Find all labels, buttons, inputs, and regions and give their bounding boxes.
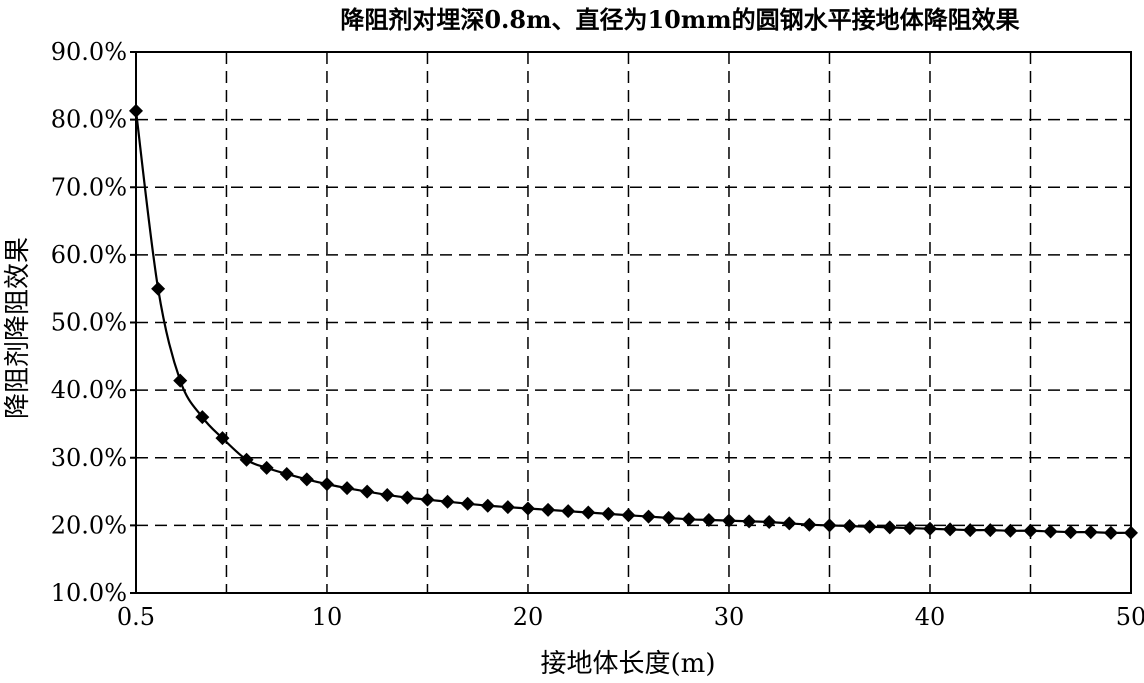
data-point-marker xyxy=(380,487,395,502)
data-point-marker xyxy=(400,490,415,505)
data-point-marker xyxy=(173,373,188,388)
data-point-marker xyxy=(581,505,596,520)
data-point-marker xyxy=(151,281,166,296)
data-point-marker xyxy=(1124,525,1138,540)
data-point-marker xyxy=(520,501,535,516)
data-point-marker xyxy=(621,508,636,523)
y-tick-label: 80.0% xyxy=(51,106,127,134)
data-point-marker xyxy=(1083,525,1098,540)
data-markers xyxy=(129,103,1138,540)
data-point-marker xyxy=(701,512,716,527)
data-point-marker xyxy=(902,521,917,536)
data-point-marker xyxy=(1003,523,1018,538)
y-tick-label: 40.0% xyxy=(51,376,127,404)
data-point-marker xyxy=(480,498,495,513)
y-axis-ticks: 10.0% 20.0% 30.0% 40.0% 50.0% 60.0% 70.0% 80.0%… xyxy=(51,38,136,607)
x-axis-ticks: 0.5 10 20 30 40 50 xyxy=(117,603,1144,631)
data-point-marker xyxy=(215,431,230,446)
data-point-marker xyxy=(983,523,998,538)
x-tick-label: 10 xyxy=(312,603,343,631)
x-tick-label: 0.5 xyxy=(117,603,155,631)
x-tick-label: 30 xyxy=(714,603,745,631)
data-point-marker xyxy=(822,518,837,533)
data-point-marker xyxy=(681,512,696,527)
y-tick-label: 60.0% xyxy=(51,241,127,269)
data-point-marker xyxy=(279,466,294,481)
data-point-marker xyxy=(460,496,475,511)
data-point-marker xyxy=(842,519,857,534)
data-point-marker xyxy=(195,410,210,425)
grid-lines xyxy=(136,52,1131,593)
data-point-marker xyxy=(943,522,958,537)
data-point-marker xyxy=(541,502,556,517)
data-point-marker xyxy=(340,481,355,496)
data-point-marker xyxy=(882,520,897,535)
data-point-marker xyxy=(299,472,314,487)
data-point-marker xyxy=(721,513,736,528)
chart-title: 降阻剂对埋深0.8m、直径为10mm的圆钢水平接地体降阻效果 xyxy=(340,5,1019,34)
data-point-marker xyxy=(500,500,515,515)
y-tick-label: 70.0% xyxy=(51,173,127,201)
x-tick-label: 20 xyxy=(513,603,544,631)
data-point-marker xyxy=(1043,524,1058,539)
y-tick-label: 10.0% xyxy=(51,579,127,607)
data-point-marker xyxy=(1103,525,1118,540)
data-point-marker xyxy=(319,477,334,492)
data-point-marker xyxy=(641,509,656,524)
y-tick-label: 20.0% xyxy=(51,511,127,539)
y-tick-label: 50.0% xyxy=(51,309,127,337)
data-point-marker xyxy=(1063,525,1078,540)
data-point-marker xyxy=(420,492,435,507)
data-point-marker xyxy=(601,506,616,521)
data-point-marker xyxy=(782,516,797,531)
x-axis-title: 接地体长度(m) xyxy=(541,649,716,679)
data-point-marker xyxy=(1023,523,1038,538)
x-tick-label: 50 xyxy=(1116,603,1144,631)
data-point-marker xyxy=(360,484,375,499)
data-point-marker xyxy=(963,523,978,538)
data-point-marker xyxy=(129,103,143,118)
y-tick-label: 90.0% xyxy=(51,38,127,66)
data-point-marker xyxy=(440,494,455,509)
data-point-marker xyxy=(922,521,937,536)
data-point-marker xyxy=(259,460,274,475)
data-point-marker xyxy=(742,514,757,529)
data-point-marker xyxy=(239,452,254,467)
y-axis-title: 降阻剂降阻效果 xyxy=(3,237,33,419)
data-point-marker xyxy=(762,514,777,529)
data-point-marker xyxy=(661,510,676,525)
data-point-marker xyxy=(802,517,817,532)
data-point-marker xyxy=(561,504,576,519)
x-tick-label: 40 xyxy=(915,603,946,631)
y-tick-label: 30.0% xyxy=(51,444,127,472)
data-point-marker xyxy=(862,519,877,534)
